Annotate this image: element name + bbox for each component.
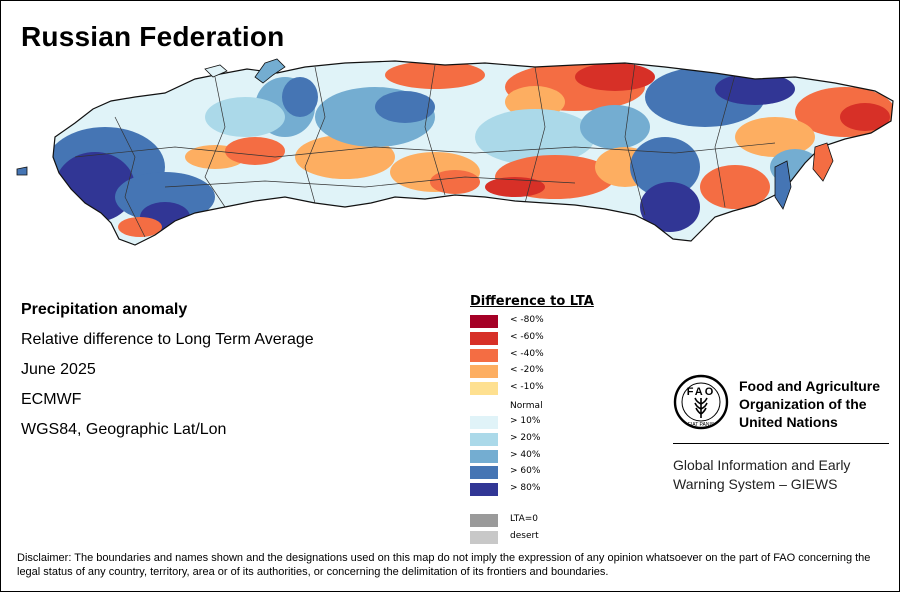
legend-label: < -40%	[510, 348, 544, 359]
legend-label: < -20%	[510, 365, 544, 376]
fao-logo-motto: FIAT PANIS	[688, 422, 715, 428]
legend-label: > 10%	[510, 415, 541, 426]
legend-label: > 60%	[510, 466, 541, 477]
info-projection: WGS84, Geographic Lat/Lon	[21, 421, 227, 438]
legend-label: > 40%	[510, 449, 541, 460]
giews-line2: Warning System – GIEWS	[673, 476, 838, 492]
legend-title: Difference to LTA	[470, 294, 594, 309]
legend-item: desert	[470, 530, 594, 547]
info-source: ECMWF	[21, 391, 82, 408]
info-subtitle: Relative difference to Long Term Average	[21, 331, 314, 348]
legend-swatch	[470, 331, 498, 345]
disclaimer: Disclaimer: The boundaries and names sho…	[17, 552, 871, 578]
legend-item: > 60%	[470, 465, 594, 482]
legend-swatch	[470, 348, 498, 362]
fao-name: Food and Agriculture Organization of the…	[739, 377, 899, 431]
legend-item: < -60%	[470, 331, 594, 348]
divider	[673, 443, 889, 444]
fao-name-line1: Food and Agriculture	[739, 378, 881, 394]
fao-name-line3: United Nations	[739, 414, 838, 430]
legend-item: < -40%	[470, 348, 594, 365]
legend-label: < -60%	[510, 331, 544, 342]
legend-swatch	[470, 315, 498, 328]
legend-label: > 20%	[510, 432, 541, 443]
fao-logo-icon: FAO FIAT PANIS	[673, 374, 729, 430]
legend-swatch	[470, 513, 498, 527]
legend-item: < -80%	[470, 314, 594, 331]
legend: Difference to LTA < -80% < -60% < -40% <…	[470, 294, 594, 547]
legend-swatch	[470, 483, 498, 497]
giews-name: Global Information and Early Warning Sys…	[673, 456, 893, 494]
info-heading: Precipitation anomaly	[21, 301, 188, 318]
legend-label: < -80%	[510, 315, 544, 325]
legend-item: < -20%	[470, 364, 594, 381]
fao-logo-letters: FAO	[687, 386, 716, 398]
map-info: Precipitation anomaly Relative differenc…	[21, 299, 314, 449]
legend-label: > 80%	[510, 483, 541, 494]
legend-item: > 10%	[470, 415, 594, 432]
legend-label: LTA=0	[510, 513, 538, 524]
legend-swatch	[470, 432, 498, 446]
legend-item: > 40%	[470, 449, 594, 466]
legend-swatch	[470, 415, 498, 429]
map-title: Russian Federation	[21, 21, 285, 52]
legend-label: desert	[510, 530, 539, 541]
legend-item: LTA=0	[470, 513, 594, 530]
legend-label: < -10%	[510, 382, 544, 393]
legend-item: < -10%	[470, 381, 594, 398]
legend-item: > 80%	[470, 482, 594, 499]
legend-swatch	[470, 466, 498, 480]
legend-item: > 20%	[470, 432, 594, 449]
legend-swatch	[470, 449, 498, 463]
giews-line1: Global Information and Early	[673, 457, 851, 473]
precipitation-anomaly-map	[15, 57, 899, 253]
legend-swatch	[470, 382, 498, 396]
fao-name-line2: Organization of the	[739, 396, 867, 412]
info-period: June 2025	[21, 361, 96, 378]
legend-swatch	[470, 365, 498, 379]
legend-swatch	[470, 530, 498, 544]
legend-normal: Normal	[510, 400, 543, 411]
